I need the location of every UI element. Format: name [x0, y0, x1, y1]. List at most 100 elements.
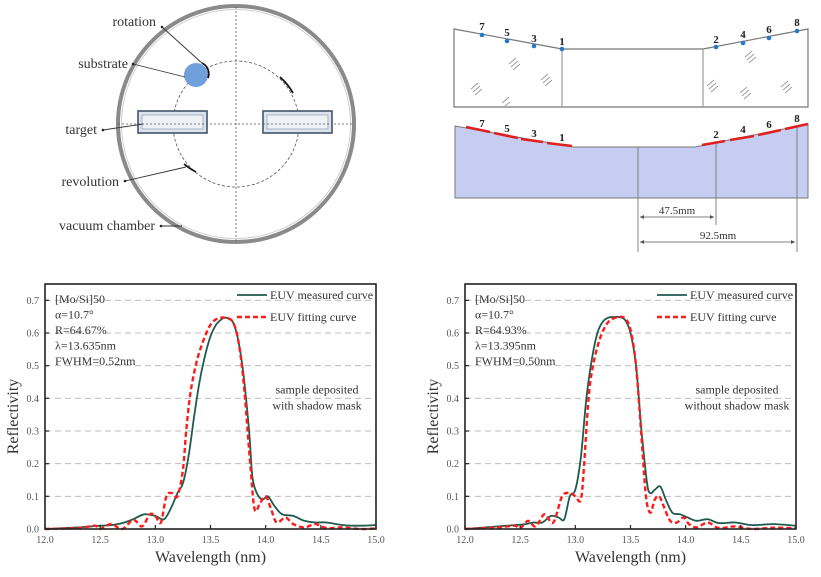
- revolution-leader-dot: [123, 179, 127, 183]
- point-6: [766, 35, 772, 41]
- x-axis-title: Wavelength (nm): [155, 549, 266, 566]
- x-tick-label: 13.0: [567, 535, 585, 546]
- reflectivity-chart-without-mask: 0.0 0.1 0.2 0.3 0.4 0.5 0.6 0.7 12.0 12.5 13.0 13.5…: [425, 283, 805, 566]
- point-label-4: 4: [740, 29, 746, 41]
- sample-note-line: without shadow mask: [685, 398, 790, 412]
- info-line: FWHM=0.50nm: [475, 354, 556, 368]
- glass-hatch-marks: [470, 50, 793, 107]
- y-tick-label: 0.3: [27, 427, 40, 438]
- target-leader: [102, 123, 144, 131]
- y-tick-label: 0.4: [447, 394, 460, 405]
- legend-measured-label: EUV measured curve: [270, 288, 373, 302]
- dimension-label-47-5: 47.5mm: [659, 205, 696, 217]
- point-1: [559, 46, 565, 52]
- rotation-leader: [161, 26, 204, 65]
- x-tick-label: 13.5: [622, 535, 640, 546]
- substrate-label: substrate: [78, 57, 128, 72]
- lower-point-label-4: 4: [740, 124, 746, 136]
- measured-curve-line: [44, 316, 377, 530]
- y-tick-label: 0.0: [27, 525, 40, 536]
- y-tick-label: 0.2: [27, 459, 40, 470]
- measurement-points: [479, 28, 800, 52]
- lower-point-label-7: 7: [479, 118, 485, 130]
- point-7: [479, 32, 485, 38]
- lower-point-label-6: 6: [766, 119, 772, 131]
- y-axis-title: Reflectivity: [5, 379, 22, 455]
- point-3: [531, 43, 537, 49]
- point-2: [713, 44, 719, 50]
- legend-fitting-label: EUV fitting curve: [690, 310, 776, 324]
- y-tick-label: 0.1: [27, 492, 40, 503]
- point-label-8: 8: [794, 17, 800, 29]
- info-line: [Mo/Si]50: [475, 292, 525, 306]
- info-line: α=10.7°: [475, 308, 514, 322]
- fitting-curve-line: [44, 316, 377, 531]
- info-line: R=64.93%: [475, 323, 527, 337]
- target-right-inner: [266, 114, 329, 130]
- rotation-label: rotation: [112, 15, 156, 30]
- point-label-2: 2: [713, 34, 719, 46]
- lower-point-label-2: 2: [713, 129, 719, 141]
- x-tick-label: 13.5: [202, 535, 220, 546]
- info-line: λ=13.635nm: [55, 339, 117, 353]
- fitting-curve-line: [464, 315, 797, 531]
- info-line: λ=13.395nm: [475, 339, 537, 353]
- x-tick-label: 15.0: [367, 535, 385, 546]
- x-tick-label: 13.0: [147, 535, 165, 546]
- legend-fitting-label: EUV fitting curve: [270, 310, 356, 324]
- lower-point-label-5: 5: [504, 123, 510, 135]
- point-label-1: 1: [559, 36, 565, 48]
- point-label-6: 6: [766, 24, 772, 36]
- point-4: [740, 40, 746, 46]
- rotation-leader-dot: [160, 25, 164, 29]
- point-label-3: 3: [531, 33, 537, 45]
- vacuum-chamber-leader-dot: [159, 224, 163, 228]
- y-tick-label: 0.2: [447, 459, 460, 470]
- x-tick-label: 12.5: [511, 535, 529, 546]
- y-tick-label: 0.5: [447, 361, 460, 372]
- x-tick-label: 12.0: [456, 535, 474, 546]
- y-tick-label: 0.3: [447, 427, 460, 438]
- info-line: α=10.7°: [55, 308, 94, 322]
- sample-note-line: with shadow mask: [272, 398, 361, 412]
- target-label: target: [65, 123, 97, 138]
- dimension-92-5: 92.5mm: [640, 230, 795, 244]
- point-8: [794, 28, 800, 34]
- reflectivity-chart-with-mask: 0.0 0.1 0.2 0.3 0.4 0.5 0.6 0.7 12.0 12.5 13.0 13.5…: [5, 283, 385, 566]
- legend-measured-label: EUV measured curve: [690, 288, 793, 302]
- y-tick-label: 0.0: [447, 525, 460, 536]
- dimension-47-5: 47.5mm: [640, 205, 714, 219]
- vacuum-chamber-label: vacuum chamber: [59, 219, 155, 234]
- y-tick-label: 0.7: [27, 296, 40, 307]
- info-line: [Mo/Si]50: [55, 292, 105, 306]
- point-5: [504, 38, 510, 44]
- dimension-label-92-5: 92.5mm: [700, 230, 737, 242]
- y-tick-label: 0.7: [447, 296, 460, 307]
- point-label-5: 5: [504, 27, 510, 39]
- target-leader-dot: [101, 128, 105, 132]
- lower-point-label-8: 8: [794, 113, 800, 125]
- x-tick-label: 14.5: [732, 535, 750, 546]
- revolution-arrow-arc-1: [279, 76, 294, 94]
- info-line: R=64.67%: [55, 323, 107, 337]
- x-tick-label: 12.0: [36, 535, 54, 546]
- sample-note-line: sample deposited: [696, 382, 779, 396]
- sample-note-line: sample deposited: [276, 382, 359, 396]
- revolution-leader: [124, 166, 187, 182]
- x-tick-label: 14.0: [257, 535, 275, 546]
- y-tick-label: 0.1: [447, 492, 460, 503]
- y-tick-label: 0.5: [27, 361, 40, 372]
- substrate-leader-dot: [131, 62, 135, 66]
- mask-diagram: 7 5 3 1 2 4 6 8 7 5 3 1 2 4 6 8: [453, 17, 809, 252]
- x-tick-label: 14.5: [312, 535, 330, 546]
- chamber-diagram: rotation substrate target revolution vac…: [59, 4, 356, 244]
- lower-point-label-3: 3: [531, 128, 537, 140]
- x-axis-title: Wavelength (nm): [575, 549, 686, 566]
- target-left-inner: [141, 114, 204, 130]
- info-line: FWHM=0.52nm: [55, 354, 136, 368]
- mask-segments: [465, 122, 809, 148]
- x-tick-label: 14.0: [677, 535, 695, 546]
- y-tick-label: 0.6: [27, 329, 40, 340]
- x-tick-label: 12.5: [91, 535, 109, 546]
